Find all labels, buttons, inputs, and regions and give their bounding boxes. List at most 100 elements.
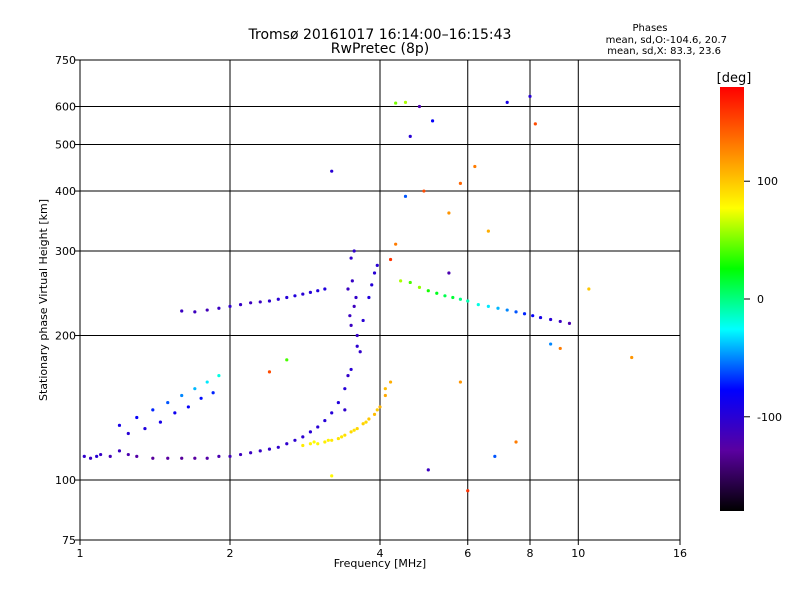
- data-point: [355, 426, 359, 431]
- data-point: [383, 387, 387, 391]
- data-point: [285, 442, 289, 446]
- data-point: [267, 370, 272, 374]
- data-point: [258, 300, 262, 304]
- data-point: [486, 304, 490, 309]
- data-point: [417, 104, 422, 109]
- data-point: [493, 454, 497, 459]
- data-point: [430, 119, 435, 123]
- data-point: [316, 289, 320, 293]
- data-point: [205, 308, 209, 312]
- data-point: [394, 101, 398, 105]
- data-point: [375, 408, 379, 412]
- data-point: [383, 393, 387, 398]
- data-point: [354, 295, 358, 300]
- data-point: [422, 189, 426, 193]
- data-point: [330, 169, 334, 173]
- data-point: [417, 285, 422, 289]
- data-point: [367, 417, 371, 421]
- data-point: [308, 290, 313, 294]
- data-point: [217, 306, 221, 310]
- data-points: [82, 94, 634, 493]
- data-point: [217, 454, 221, 459]
- data-point: [228, 454, 232, 459]
- data-point: [355, 344, 359, 348]
- data-point: [426, 289, 430, 293]
- y-tick-label: 200: [55, 330, 76, 343]
- data-point: [323, 418, 327, 423]
- data-point: [205, 456, 209, 460]
- data-point: [372, 271, 377, 275]
- data-point: [316, 442, 320, 446]
- data-point: [267, 447, 272, 451]
- x-tick-label: 8: [527, 547, 534, 560]
- data-point: [355, 333, 359, 338]
- data-point: [538, 315, 543, 320]
- stats-o-line: mean, sd,O:-104.6, 20.7: [606, 35, 727, 46]
- data-point: [143, 426, 147, 431]
- data-point: [340, 435, 344, 439]
- data-point: [352, 304, 356, 309]
- data-point: [249, 301, 253, 305]
- data-point: [378, 405, 382, 409]
- y-axis-label: Stationary phase Virtual Height [km]: [37, 199, 50, 401]
- data-point: [349, 367, 353, 372]
- data-point: [447, 271, 451, 275]
- x-tick-label: 4: [377, 547, 384, 560]
- data-point: [343, 387, 347, 391]
- data-point: [505, 308, 509, 312]
- data-point: [211, 391, 215, 395]
- data-point: [249, 451, 253, 455]
- y-tick-label: 600: [55, 101, 76, 114]
- x-tick-label: 1: [77, 547, 84, 560]
- colorbar-tick-label: 0: [757, 293, 764, 306]
- data-point: [108, 454, 112, 459]
- data-point: [394, 242, 398, 246]
- data-point: [388, 257, 393, 262]
- data-point: [135, 454, 139, 459]
- data-point: [531, 314, 535, 318]
- x-axis-label: Frequency [MHz]: [334, 557, 426, 570]
- data-point: [375, 263, 379, 267]
- data-point: [293, 438, 297, 442]
- data-point: [408, 280, 412, 285]
- data-point: [276, 445, 280, 449]
- data-point: [364, 420, 368, 424]
- data-point: [349, 256, 353, 260]
- data-point: [151, 456, 155, 460]
- data-point: [267, 299, 272, 303]
- data-point: [238, 302, 243, 307]
- data-point: [180, 393, 184, 398]
- data-point: [447, 211, 451, 215]
- colorbar-tick-label: -100: [757, 411, 782, 424]
- data-point: [388, 380, 393, 384]
- x-tick-label: 6: [464, 547, 471, 560]
- y-tick-label: 75: [62, 534, 76, 547]
- data-point: [408, 134, 412, 138]
- data-point: [522, 312, 527, 316]
- y-tick-label: 100: [55, 474, 76, 487]
- data-point: [514, 440, 518, 444]
- data-point: [514, 310, 518, 314]
- stats-title: Phases: [632, 23, 667, 34]
- y-tick-label: 300: [55, 245, 76, 258]
- data-point: [370, 283, 374, 287]
- data-point: [166, 456, 170, 460]
- data-point: [323, 287, 327, 291]
- data-point: [99, 452, 103, 457]
- data-point: [285, 358, 289, 362]
- data-point: [238, 452, 243, 457]
- y-tick-label: 400: [55, 185, 76, 198]
- data-point: [276, 297, 280, 301]
- data-point: [301, 292, 305, 296]
- data-point: [505, 100, 509, 104]
- data-point: [630, 355, 634, 360]
- colorbar-tick-label: 100: [757, 175, 778, 188]
- data-point: [330, 438, 334, 442]
- data-point: [399, 279, 403, 283]
- data-point: [336, 436, 340, 441]
- data-point: [361, 422, 365, 426]
- data-point: [361, 318, 365, 323]
- data-point: [466, 489, 470, 493]
- chart-title: Tromsø 20161017 16:14:00–16:15:43: [248, 27, 512, 43]
